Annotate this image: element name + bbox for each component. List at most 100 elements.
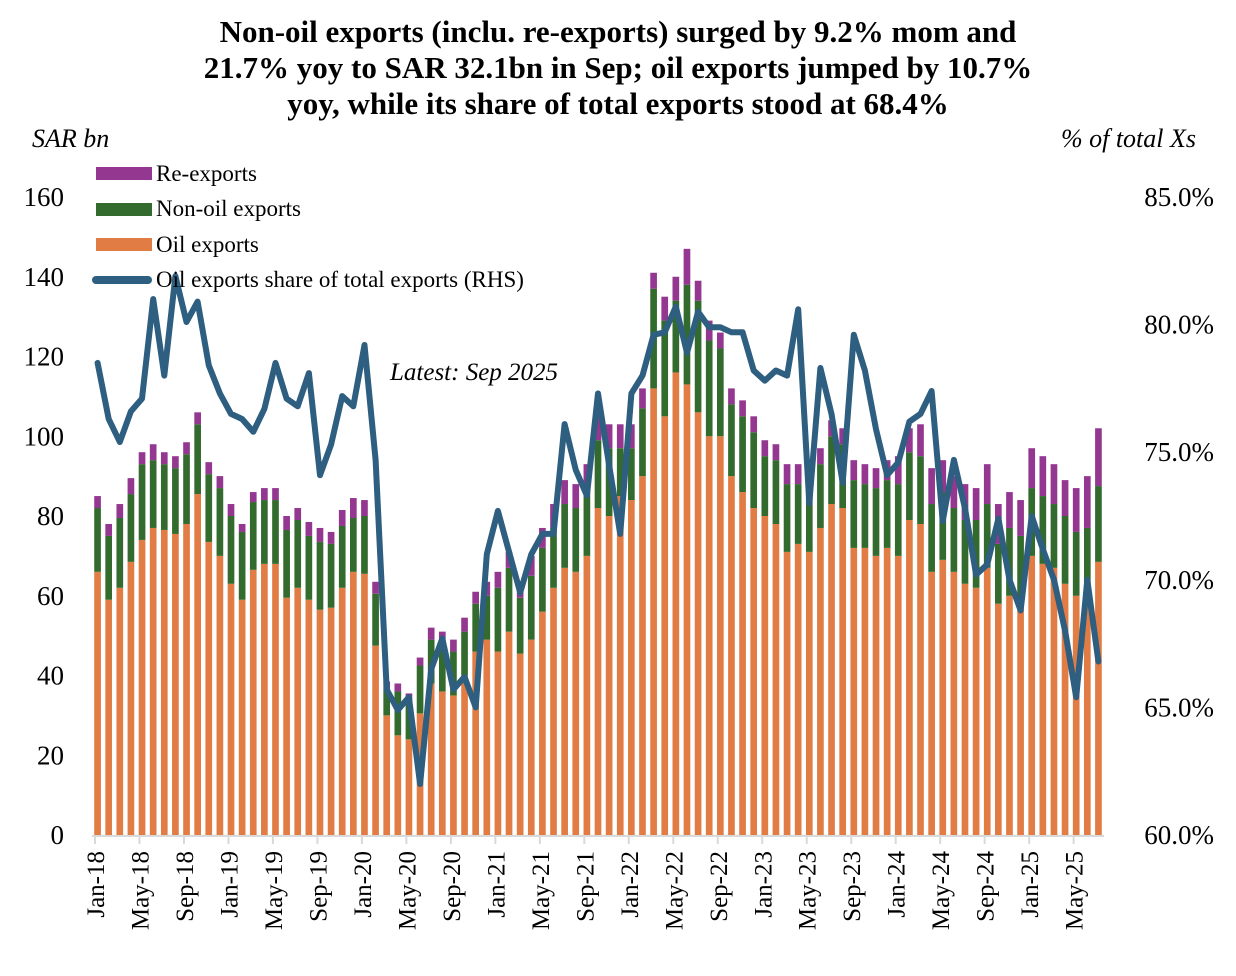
bar-oil-exports [917, 523, 924, 835]
bar-re-exports [1050, 464, 1058, 505]
bar-non-oil-exports [494, 587, 502, 652]
x-tick-label: Sep-18 [172, 851, 199, 922]
bar-non-oil-exports [316, 541, 324, 610]
bar-re-exports [316, 527, 324, 542]
bar-non-oil-exports [539, 547, 546, 612]
bar-oil-exports [828, 504, 835, 835]
bar-re-exports [839, 428, 846, 445]
bar-non-oil-exports [683, 284, 691, 385]
bar-re-exports [906, 428, 913, 453]
bar-re-exports [817, 448, 824, 465]
bar-non-oil-exports [872, 488, 880, 556]
bar-re-exports [527, 555, 535, 576]
bar-oil-exports [561, 567, 568, 835]
bar-non-oil-exports [505, 567, 513, 632]
bar-oil-exports [1039, 563, 1047, 835]
bar-oil-exports [405, 739, 413, 835]
bar-oil-exports [372, 645, 379, 835]
bar-oil-exports [894, 555, 902, 835]
bar-non-oil-exports [1083, 527, 1091, 604]
bar-non-oil-exports [205, 474, 213, 542]
bar-oil-exports [961, 583, 969, 835]
bar-oil-exports [338, 587, 346, 835]
bar-non-oil-exports [361, 516, 368, 574]
bar-re-exports [672, 276, 680, 301]
bar-non-oil-exports [1095, 486, 1102, 562]
bar-re-exports [94, 496, 101, 509]
bar-non-oil-exports [794, 484, 802, 544]
bar-re-exports [172, 456, 179, 469]
bar-non-oil-exports [1050, 504, 1058, 568]
bar-oil-exports [116, 587, 124, 835]
bar-re-exports [894, 456, 902, 485]
bar-oil-exports [1072, 595, 1080, 835]
legend-label: Oil exports share of total exports (RHS) [156, 267, 524, 293]
bar-oil-exports [427, 683, 435, 835]
bar-re-exports [227, 504, 235, 516]
bar-re-exports [928, 468, 935, 505]
bar-re-exports [1028, 448, 1036, 489]
bar-oil-exports [327, 607, 335, 835]
bar-re-exports [472, 591, 480, 604]
bar-re-exports [972, 488, 980, 520]
bar-oil-exports [249, 569, 257, 835]
bar-oil-exports [583, 555, 591, 835]
bar-oil-exports [739, 492, 746, 835]
bar-oil-exports [127, 561, 135, 835]
bar-oil-exports [1061, 583, 1069, 835]
x-tick-label: Jan-20 [350, 851, 377, 918]
bar-oil-exports [483, 639, 491, 835]
bar-oil-exports [605, 516, 613, 835]
bar-re-exports [950, 476, 958, 509]
bar-oil-exports [438, 691, 446, 835]
legend-swatch-oil-share-line [92, 276, 152, 285]
bar-re-exports [983, 464, 991, 505]
x-tick-label: Sep-21 [572, 851, 599, 922]
x-tick-label: May-21 [528, 851, 555, 930]
y-tick-label-right: 85.0% [1144, 182, 1214, 212]
bar-non-oil-exports [995, 543, 1002, 604]
y-tick-label-right: 80.0% [1144, 310, 1214, 340]
bar-non-oil-exports [772, 460, 780, 524]
bar-non-oil-exports [805, 492, 813, 552]
bar-re-exports [850, 460, 858, 481]
bar-oil-exports [316, 609, 324, 835]
x-tick-label: Jan-18 [83, 851, 110, 918]
bar-re-exports [1095, 428, 1102, 487]
bar-oil-exports [194, 494, 201, 835]
bar-non-oil-exports [739, 416, 746, 493]
bar-re-exports [394, 683, 402, 692]
bar-re-exports [361, 500, 368, 516]
bar-oil-exports [550, 587, 557, 835]
bar-oil-exports [238, 599, 246, 835]
x-tick-label: May-18 [127, 851, 154, 930]
bar-non-oil-exports [928, 504, 935, 572]
bar-oil-exports [872, 555, 880, 835]
bar-oil-exports [1083, 603, 1091, 835]
bar-re-exports [416, 657, 424, 666]
y-tick-label-left: 60 [37, 581, 64, 611]
bar-non-oil-exports [383, 689, 391, 716]
bar-non-oil-exports [238, 531, 246, 600]
bar-oil-exports [94, 571, 101, 835]
bar-re-exports [1039, 456, 1047, 497]
bar-re-exports [661, 296, 669, 321]
bar-re-exports [616, 424, 624, 449]
x-tick-label: Jan-21 [483, 851, 510, 918]
legend-item-non-oil-exports: Non-oil exports [96, 192, 524, 228]
bar-oil-exports [494, 651, 502, 835]
bar-oil-exports [527, 639, 535, 835]
bar-re-exports [1083, 476, 1091, 528]
bar-oil-exports [761, 516, 769, 835]
bar-oil-exports [883, 547, 891, 835]
x-tick-label: Jan-19 [216, 851, 243, 918]
x-tick-label: May-19 [261, 851, 288, 930]
bar-re-exports [794, 464, 802, 485]
bar-oil-exports [461, 675, 468, 835]
bar-oil-exports [394, 735, 402, 835]
bar-non-oil-exports [705, 340, 713, 437]
bar-oil-exports [683, 384, 691, 835]
bar-re-exports [350, 498, 357, 518]
bar-oil-exports [1028, 555, 1036, 835]
bar-oil-exports [472, 651, 480, 835]
